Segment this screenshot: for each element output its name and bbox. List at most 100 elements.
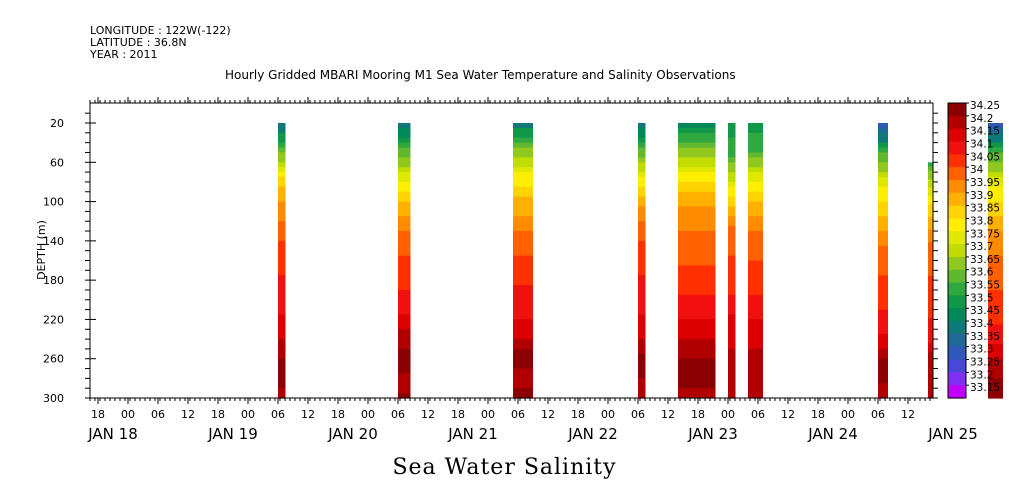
data-cell	[988, 353, 1003, 360]
data-cell	[928, 326, 933, 332]
data-cell	[878, 260, 888, 267]
data-cell	[678, 162, 716, 168]
data-cell	[928, 330, 933, 336]
data-cell	[638, 339, 646, 345]
data-cell	[928, 259, 933, 264]
colorbar-label: 33.65	[970, 254, 1000, 266]
chart-title: Hourly Gridded MBARI Mooring M1 Sea Wate…	[225, 68, 736, 82]
data-cell	[928, 187, 933, 193]
data-cell	[878, 167, 888, 173]
data-cell	[513, 358, 533, 365]
data-cell	[748, 226, 763, 232]
colorbar-swatch	[948, 103, 966, 117]
colorbar-swatch	[948, 282, 966, 296]
data-cell	[878, 152, 888, 158]
data-cell	[678, 393, 716, 399]
data-cell	[928, 334, 933, 340]
data-cell	[878, 334, 888, 340]
x-tick-label: 12	[661, 408, 675, 421]
data-cell	[748, 206, 763, 212]
data-cell	[513, 329, 533, 335]
data-cell	[928, 389, 933, 395]
data-cell	[748, 299, 763, 306]
data-cell	[878, 294, 888, 301]
data-cell	[513, 211, 533, 217]
data-cell	[278, 343, 286, 350]
data-cell	[638, 348, 646, 355]
data-cell	[678, 157, 716, 163]
data-cell	[398, 127, 411, 134]
data-cell	[513, 289, 533, 296]
x-tick-label: 06	[511, 408, 525, 421]
x-tick-label: 12	[781, 408, 795, 421]
data-cell	[678, 152, 716, 158]
data-cell	[928, 318, 933, 323]
data-cell	[513, 137, 533, 144]
data-cell	[988, 240, 1003, 247]
data-cell	[728, 343, 736, 350]
data-cell	[638, 137, 646, 144]
data-cell	[398, 123, 411, 129]
data-cell	[638, 270, 646, 276]
data-cell	[513, 181, 533, 188]
data-cell	[678, 216, 716, 222]
data-cell	[513, 270, 533, 276]
data-cell	[988, 235, 1003, 242]
data-cell	[678, 383, 716, 389]
x-tick-label: 18	[691, 408, 705, 421]
data-cell	[678, 235, 716, 242]
data-cell	[678, 334, 716, 340]
data-cell	[678, 280, 716, 286]
data-cell	[278, 167, 286, 173]
data-cell	[278, 211, 286, 217]
data-cell	[988, 226, 1003, 232]
data-cell	[928, 305, 933, 311]
data-cell	[638, 127, 646, 134]
data-cell	[878, 255, 888, 262]
data-cell	[928, 170, 933, 176]
data-cell	[278, 373, 286, 379]
x-tick-label: 12	[421, 408, 435, 421]
data-cell	[678, 206, 716, 212]
data-cell	[513, 388, 533, 394]
data-cell	[678, 167, 716, 173]
data-cell	[748, 147, 763, 154]
data-cell	[638, 255, 646, 262]
data-cell	[988, 309, 1003, 316]
colorbar-label: 33.45	[970, 305, 1000, 317]
data-cell	[728, 334, 736, 340]
colorbar-swatch	[948, 295, 966, 309]
colorbar-frame	[947, 102, 967, 399]
data-cell	[513, 294, 533, 301]
data-cell	[988, 319, 1003, 325]
data-cell	[398, 147, 411, 154]
data-cell	[278, 172, 286, 178]
data-cell	[513, 368, 533, 375]
data-cell	[928, 254, 933, 260]
data-cell	[928, 217, 933, 222]
data-cell	[748, 353, 763, 360]
data-cell	[878, 373, 888, 379]
data-cell	[748, 329, 763, 335]
data-cell	[678, 127, 716, 134]
data-cell	[638, 324, 646, 330]
data-cell	[928, 275, 933, 281]
data-cell	[988, 245, 1003, 252]
data-cell	[638, 280, 646, 286]
data-cell	[728, 201, 736, 208]
data-cell	[638, 201, 646, 208]
data-cell	[878, 127, 888, 134]
data-cell	[278, 299, 286, 306]
data-cell	[928, 280, 933, 285]
data-cell	[988, 363, 1003, 370]
data-cell	[728, 378, 736, 384]
data-cell	[928, 381, 933, 386]
data-cell	[678, 324, 716, 330]
data-cell	[928, 263, 933, 269]
data-cell	[878, 216, 888, 222]
data-cell	[748, 152, 763, 158]
data-cell	[988, 132, 1003, 139]
data-cell	[513, 324, 533, 330]
data-cell	[728, 383, 736, 389]
data-cell	[728, 221, 736, 227]
